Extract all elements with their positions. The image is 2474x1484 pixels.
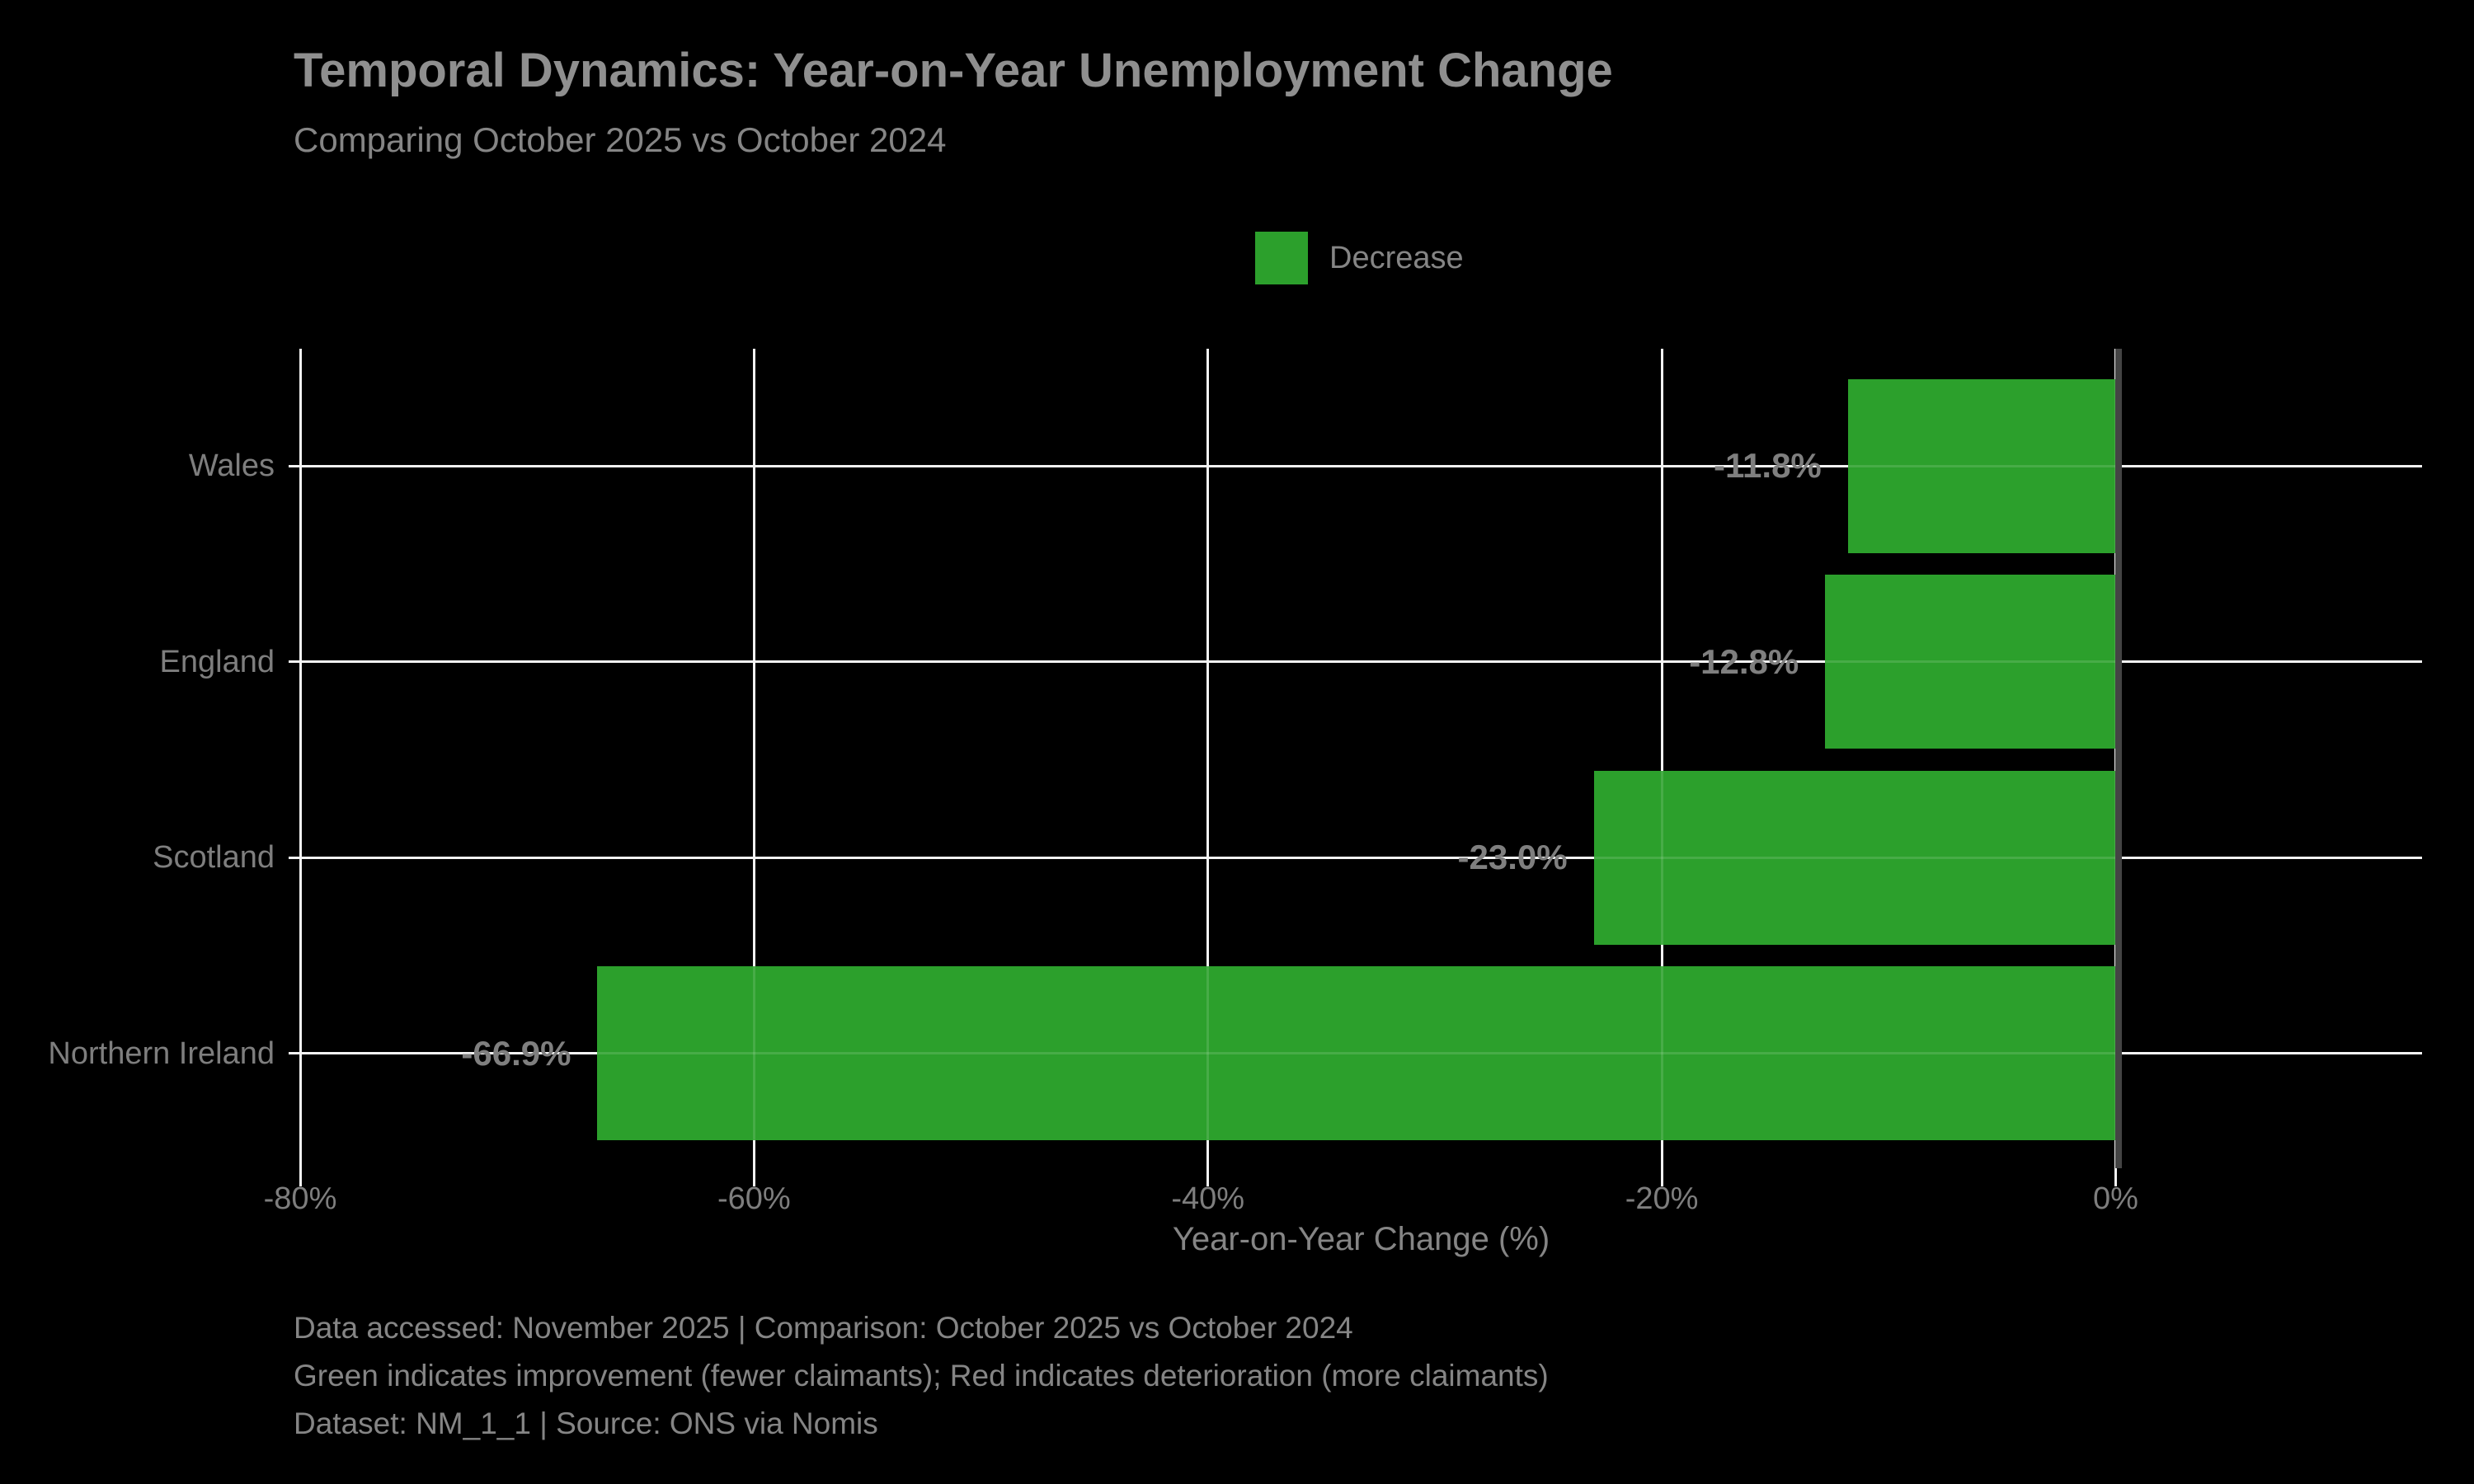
x-tick-label: -40% (1171, 1181, 1245, 1216)
x-gridline-overlay (299, 349, 302, 1186)
x-gridline-overlay (1660, 349, 1663, 1186)
zero-line (2115, 349, 2123, 1168)
x-tick-label: -20% (1625, 1181, 1699, 1216)
x-axis-label: Year-on-Year Change (%) (1172, 1221, 1550, 1257)
y-tick-label: Northern Ireland (48, 1036, 275, 1071)
bar-wales (1847, 378, 2116, 553)
y-gridline-overlay (289, 660, 2422, 663)
footer-line: Dataset: NM_1_1 | Source: ONS via Nomis (294, 1407, 878, 1440)
x-tick-label: -60% (717, 1181, 791, 1216)
x-gridline (1206, 349, 1210, 1186)
x-gridline-overlay (752, 349, 755, 1186)
y-gridline-overlay (289, 464, 2422, 467)
bar-value-label: -11.8% (1714, 446, 1822, 485)
footer-line: Data accessed: November 2025 | Compariso… (294, 1311, 1353, 1345)
y-tick-label: England (159, 644, 275, 679)
bar-northern-ireland (597, 966, 2116, 1140)
y-tick-label: Scotland (153, 840, 275, 875)
x-gridline-overlay (1206, 349, 1210, 1186)
x-gridline (752, 349, 755, 1186)
x-gridline (1660, 349, 1663, 1186)
y-gridline (289, 660, 2422, 663)
plot-area: -11.8% -12.8% -23.0% -66.9% (289, 349, 2422, 1186)
y-gridline-overlay (289, 856, 2422, 859)
bar-value-label: -12.8% (1689, 641, 1799, 681)
y-gridline (289, 856, 2422, 859)
legend-label: Decrease (1329, 240, 1464, 275)
x-tick-label: -80% (263, 1181, 337, 1216)
x-tick-label: 0% (2093, 1181, 2138, 1216)
footer: Data accessed: November 2025 | Compariso… (294, 1304, 1549, 1448)
bar-value-label: -23.0% (1457, 838, 1568, 876)
chart-subtitle: Comparing October 2025 vs October 2024 (294, 120, 947, 159)
bar-value-label: -66.9% (461, 1033, 571, 1073)
bar-england (1825, 575, 2116, 749)
footer-line: Green indicates improvement (fewer claim… (294, 1359, 1549, 1392)
legend: Decrease (1255, 232, 1464, 284)
y-tick-label: Wales (188, 448, 275, 483)
y-gridline-overlay (289, 1052, 2422, 1054)
legend-swatch-decrease (1255, 232, 1308, 284)
y-gridline (289, 464, 2422, 467)
bar-scotland (1593, 770, 2116, 945)
x-gridline (299, 349, 302, 1186)
chart-title: Temporal Dynamics: Year-on-Year Unemploy… (294, 44, 1613, 97)
